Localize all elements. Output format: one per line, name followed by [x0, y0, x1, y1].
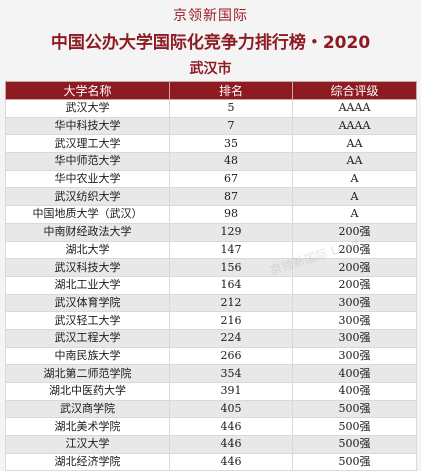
rank-cell: 405: [169, 399, 293, 419]
grade-cell: A: [292, 169, 417, 189]
header-rank: 排名: [169, 81, 293, 100]
grade-cell: 300强: [292, 346, 417, 366]
rank-cell: 354: [169, 364, 293, 383]
grade-cell: AA: [292, 152, 417, 171]
grade-cell: A: [292, 205, 417, 224]
university-name-cell: 湖北工业大学: [5, 275, 170, 295]
table-header-row: 大学名称 排名 综合评级: [5, 81, 417, 100]
rank-cell: 266: [169, 346, 293, 366]
grade-cell: 400强: [292, 364, 417, 383]
table-row: 湖北中医药大学 391 400强: [5, 382, 417, 401]
table-row: 中国地质大学（武汉） 98 A: [5, 205, 417, 224]
table-row: 华中农业大学 67 A: [5, 169, 417, 189]
university-name-cell: 中南民族大学: [5, 346, 170, 366]
grade-cell: AAAA: [292, 116, 417, 136]
rank-cell: 216: [169, 311, 293, 330]
university-name-cell: 华中科技大学: [5, 116, 170, 136]
table-row: 华中科技大学 7 AAAA: [5, 116, 417, 136]
university-name-cell: 湖北第二师范学院: [5, 364, 170, 383]
rank-cell: 48: [169, 152, 293, 171]
university-name-cell: 中南财经政法大学: [5, 222, 170, 242]
table-row: 武汉轻工大学 216 300强: [5, 311, 417, 330]
rank-cell: 164: [169, 275, 293, 295]
university-name-cell: 武汉体育学院: [5, 293, 170, 313]
table-row: 湖北经济学院 446 500强: [5, 452, 417, 471]
table-row: 湖北美术学院 446 500强: [5, 417, 417, 437]
grade-cell: 400强: [292, 382, 417, 401]
grade-cell: 200强: [292, 222, 417, 242]
city-subtitle: 武汉市: [189, 61, 232, 77]
grade-cell: AA: [292, 134, 417, 154]
ranking-table-body: 武汉大学 5 AAAA 华中科技大学 7 AAAA 武汉理工大学 35 AA 华中师范大学 48 AA…: [5, 99, 417, 471]
university-name-cell: 武汉纺织大学: [5, 187, 170, 207]
rank-cell: 224: [169, 328, 293, 348]
university-name-cell: 湖北大学: [5, 240, 170, 260]
table-row: 武汉理工大学 35 AA: [5, 134, 417, 154]
grade-cell: 300强: [292, 293, 417, 313]
table-row: 武汉商学院 405 500强: [5, 399, 417, 419]
university-name-cell: 湖北中医药大学: [5, 382, 170, 401]
grade-cell: 500强: [292, 417, 417, 437]
grade-cell: 500强: [292, 399, 417, 419]
rank-cell: 5: [169, 99, 293, 118]
university-name-cell: 湖北经济学院: [5, 452, 170, 471]
university-name-cell: 湖北美术学院: [5, 417, 170, 437]
header-university-name: 大学名称: [5, 81, 170, 100]
brand-name: 京领新国际: [173, 8, 248, 24]
grade-cell: 300强: [292, 311, 417, 330]
table-row: 中南财经政法大学 129 200强: [5, 222, 417, 242]
grade-cell: 200强: [292, 258, 417, 277]
table-row: 武汉大学 5 AAAA: [5, 99, 417, 118]
rank-cell: 446: [169, 417, 293, 437]
header-overall-grade: 综合评级: [292, 81, 417, 100]
table-row: 江汉大学 446 500强: [5, 435, 417, 454]
rank-cell: 98: [169, 205, 293, 224]
grade-cell: A: [292, 187, 417, 207]
rank-cell: 35: [169, 134, 293, 154]
table-row: 中南民族大学 266 300强: [5, 346, 417, 366]
table-row: 武汉体育学院 212 300强: [5, 293, 417, 313]
university-name-cell: 武汉工程大学: [5, 328, 170, 348]
table-row: 武汉纺织大学 87 A: [5, 187, 417, 207]
rank-cell: 7: [169, 116, 293, 136]
rank-cell: 129: [169, 222, 293, 242]
grade-cell: AAAA: [292, 99, 417, 118]
university-name-cell: 华中师范大学: [5, 152, 170, 171]
table-row: 华中师范大学 48 AA: [5, 152, 417, 171]
ranking-table: 大学名称 排名 综合评级 武汉大学 5 AAAA 华中科技大学 7 AAAA 武汉理工大学 3…: [5, 81, 417, 471]
page-title: 中国公办大学国际化竞争力排行榜・2020: [50, 33, 371, 53]
table-row: 武汉工程大学 224 300强: [5, 328, 417, 348]
rank-cell: 446: [169, 435, 293, 454]
university-name-cell: 武汉科技大学: [5, 258, 170, 277]
university-name-cell: 中国地质大学（武汉）: [5, 205, 170, 224]
rank-cell: 156: [169, 258, 293, 277]
rank-cell: 67: [169, 169, 293, 189]
grade-cell: 500强: [292, 435, 417, 454]
grade-cell: 200强: [292, 240, 417, 260]
rank-cell: 391: [169, 382, 293, 401]
grade-cell: 300强: [292, 328, 417, 348]
university-name-cell: 武汉大学: [5, 99, 170, 118]
rank-cell: 446: [169, 452, 293, 471]
rank-cell: 212: [169, 293, 293, 313]
table-row: 武汉科技大学 156 200强: [5, 258, 417, 277]
university-name-cell: 华中农业大学: [5, 169, 170, 189]
table-row: 湖北工业大学 164 200强: [5, 275, 417, 295]
grade-cell: 200强: [292, 275, 417, 295]
university-name-cell: 江汉大学: [5, 435, 170, 454]
university-name-cell: 武汉轻工大学: [5, 311, 170, 330]
table-row: 湖北第二师范学院 354 400强: [5, 364, 417, 383]
rank-cell: 147: [169, 240, 293, 260]
university-name-cell: 武汉商学院: [5, 399, 170, 419]
table-row: 湖北大学 147 200强: [5, 240, 417, 260]
rank-cell: 87: [169, 187, 293, 207]
grade-cell: 500强: [292, 452, 417, 471]
university-name-cell: 武汉理工大学: [5, 134, 170, 154]
